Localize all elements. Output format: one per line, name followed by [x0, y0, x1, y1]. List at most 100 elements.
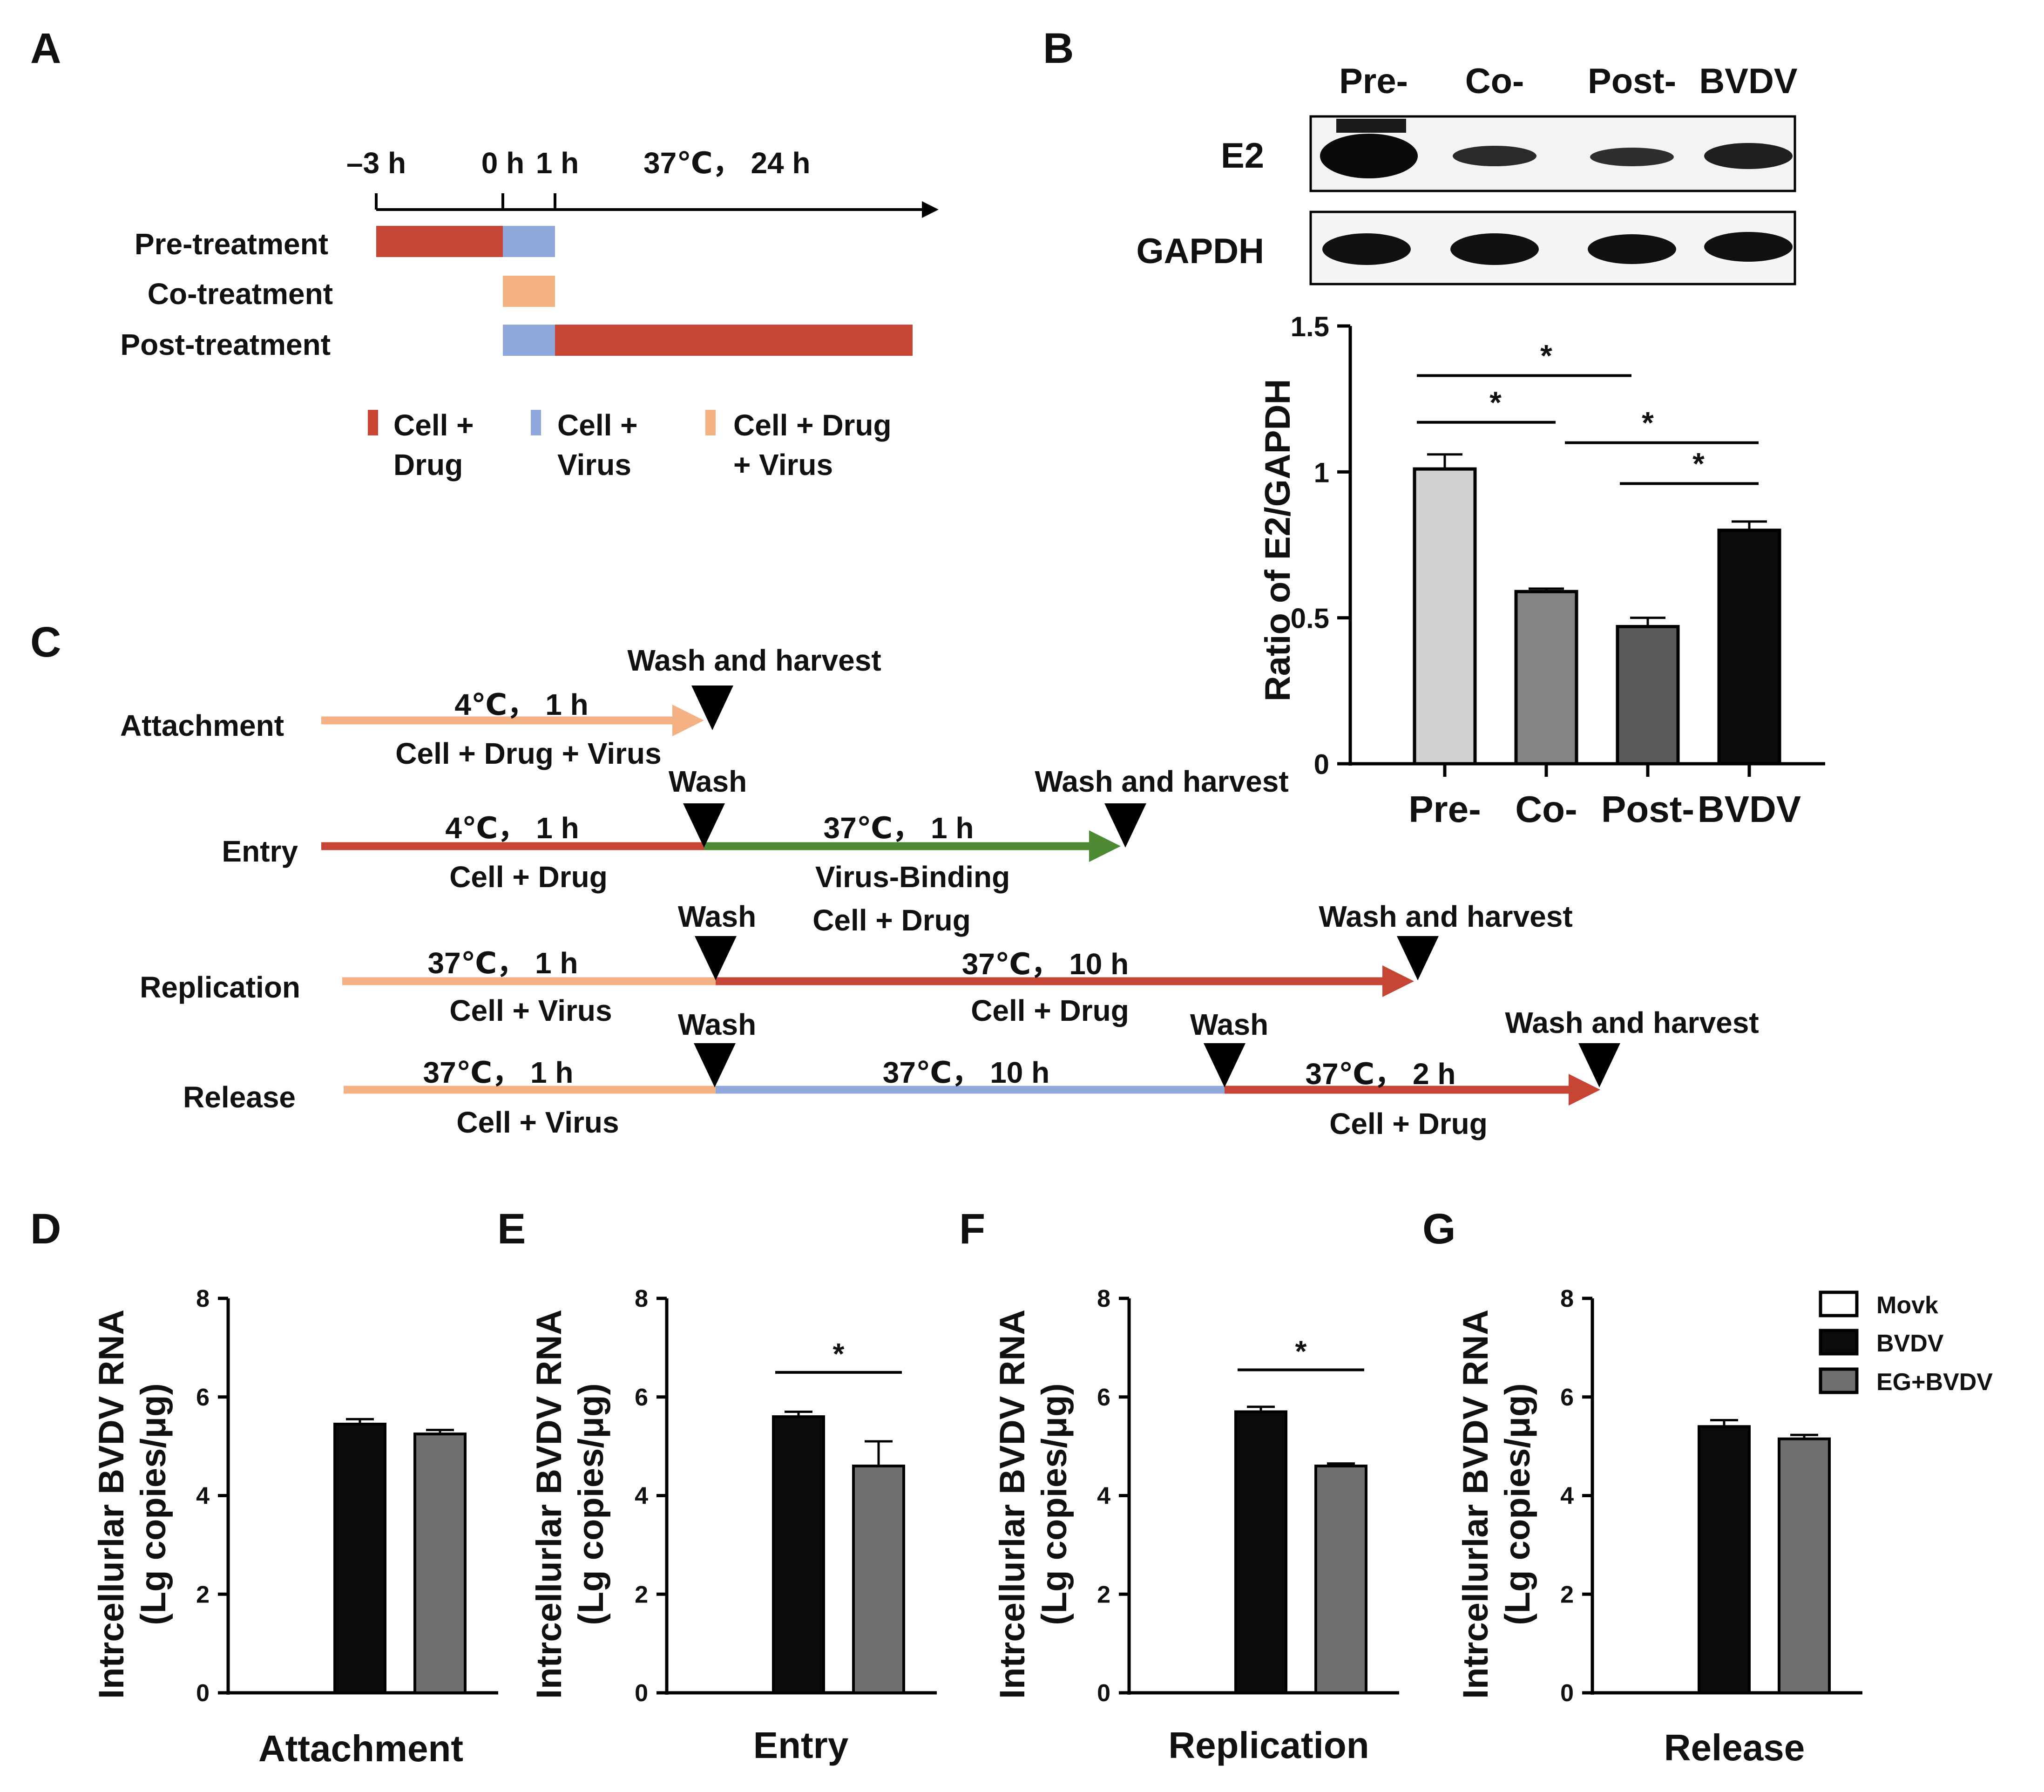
- time-label: 1 h: [536, 146, 579, 180]
- significance-star: *: [1692, 446, 1705, 481]
- y-tick-label: 0: [1314, 749, 1329, 780]
- blot-row-label: E2: [1221, 136, 1264, 176]
- y-tick-label: 2: [1560, 1581, 1574, 1608]
- panel-label-b: B: [1043, 25, 1074, 72]
- blot-band-smear: [1336, 119, 1406, 133]
- harvest-marker: [691, 686, 733, 730]
- panel-label-c: C: [30, 618, 61, 666]
- y-tick-label: 1.5: [1291, 311, 1329, 342]
- y-tick-label: 4: [1097, 1483, 1110, 1510]
- bar: [1616, 624, 1680, 766]
- blot-band: [1590, 148, 1674, 166]
- y-tick-label: 8: [196, 1285, 210, 1312]
- legend-label: Drug: [393, 448, 463, 482]
- segment-label: Cell + Drug: [1329, 1107, 1488, 1140]
- chart-ylabel: (Lg copies/μg): [571, 1383, 611, 1625]
- y-tick-label: 6: [1560, 1384, 1574, 1411]
- legend-swatch-blue: [531, 410, 541, 435]
- y-tick-label: 4: [196, 1483, 210, 1510]
- segment-label: Cell + Drug: [449, 860, 608, 894]
- segment-label: 4℃， 1 h: [445, 811, 579, 845]
- x-tick-label: Post-: [1601, 788, 1694, 830]
- y-tick-label: 6: [1097, 1384, 1110, 1411]
- legend-swatch-red: [368, 410, 378, 435]
- y-tick-label: 0.5: [1291, 603, 1329, 634]
- wash-marker: [683, 803, 725, 848]
- panel-label-d: D: [30, 1205, 61, 1253]
- legend-label: Virus: [557, 448, 631, 482]
- chart-ylabel: Intrcellurlar BVDV RNA: [993, 1310, 1032, 1699]
- marker-label: Wash and harvest: [1035, 765, 1288, 798]
- chart-g: Intrcellurlar BVDV RNA (Lg copies/μg) Re…: [1456, 1285, 1862, 1768]
- row-label: Post-treatment: [120, 328, 331, 361]
- y-tick-label: 8: [1560, 1285, 1574, 1312]
- legend-swatch-eg-bvdv: [1819, 1367, 1859, 1394]
- segment-label: 37℃， 10 h: [883, 1056, 1050, 1089]
- stage-label: Replication: [140, 971, 300, 1004]
- segment-label: 37℃， 2 h: [1306, 1057, 1456, 1091]
- chart-b: Ratio of E2/GAPDH 0 0.5 1 1.5 Pre- Co- Post- BV…: [1258, 311, 1825, 830]
- chart-b-ylabel: Ratio of E2/GAPDH: [1258, 379, 1298, 702]
- chart-ylabel: Intrcellurlar BVDV RNA: [529, 1310, 569, 1699]
- posttreatment-drug-bar: [555, 325, 913, 356]
- time-label: 37℃， 24 h: [643, 146, 811, 180]
- panel-label-a: A: [30, 25, 61, 72]
- chart-b-plot: 0 0.5 1 1.5 Pre- Co- Post- BVDV * * * *: [1291, 311, 1825, 830]
- legend-label: Movk: [1876, 1292, 1938, 1319]
- chart-ylabel: (Lg copies/μg): [134, 1383, 173, 1625]
- y-tick-label: 6: [196, 1384, 210, 1411]
- segment-label: 37℃， 1 h: [824, 811, 974, 845]
- bar: [852, 1464, 905, 1695]
- pretreatment-virus-bar: [503, 226, 555, 257]
- x-tick-label: Pre-: [1408, 788, 1481, 830]
- chart-e: Intrcellurlar BVDV RNA (Lg copies/μg) En…: [529, 1285, 937, 1766]
- chart-ylabel: (Lg copies/μg): [1498, 1383, 1537, 1625]
- bar: [1778, 1437, 1831, 1694]
- marker-label: Wash and harvest: [627, 644, 881, 677]
- panel-c: C Attachment 4℃， 1 h Cell + Drug + Virus…: [30, 618, 1759, 1140]
- y-tick-label: 4: [635, 1483, 648, 1510]
- segment-label: 37℃， 10 h: [962, 947, 1129, 981]
- panel-b-blot: B Pre- Co- Post- BVDV E2 GAPDH: [1043, 25, 1798, 285]
- y-tick-label: 1: [1314, 457, 1329, 488]
- bar: [413, 1432, 467, 1694]
- y-tick-label: 6: [635, 1384, 648, 1411]
- marker-label: Wash: [669, 765, 747, 798]
- legend-label: Cell +: [393, 408, 474, 442]
- y-tick-label: 2: [635, 1581, 648, 1608]
- segment-label: Cell + Virus: [456, 1106, 619, 1139]
- legend-dg: Movk BVDV EG+BVDV: [1819, 1290, 1993, 1396]
- y-tick-label: 0: [635, 1680, 648, 1707]
- blot-column-label: BVDV: [1699, 61, 1797, 101]
- bar: [772, 1415, 825, 1695]
- harvest-marker: [1104, 803, 1146, 848]
- significance-star: *: [1295, 1335, 1307, 1368]
- legend-swatch-movk: [1819, 1290, 1859, 1317]
- marker-label: Wash: [1190, 1008, 1268, 1041]
- bar: [1314, 1464, 1367, 1695]
- bar: [1514, 590, 1578, 766]
- chart-f: Intrcellurlar BVDV RNA (Lg copies/μg) Re…: [993, 1285, 1399, 1766]
- y-tick-label: 8: [1097, 1285, 1110, 1312]
- legend-swatch-orange: [705, 410, 716, 435]
- wash-marker: [1204, 1043, 1245, 1087]
- time-label: –3 h: [346, 146, 406, 180]
- segment-label: 37℃， 1 h: [423, 1056, 574, 1089]
- panel-label-e: E: [497, 1205, 526, 1253]
- bar: [333, 1422, 386, 1694]
- legend-label: EG+BVDV: [1876, 1369, 1993, 1396]
- y-tick-label: 2: [1097, 1581, 1110, 1608]
- chart-d: Intrcellurlar BVDV RNA (Lg copies/μg) At…: [92, 1285, 498, 1769]
- legend-label: Cell + Drug: [733, 408, 892, 442]
- chart-xlabel: Attachment: [258, 1728, 463, 1769]
- x-tick-label: Co-: [1515, 788, 1577, 830]
- segment-label: Virus-Binding: [815, 860, 1010, 894]
- stage-label: Entry: [222, 835, 298, 868]
- panel-a: A –3 h 0 h 1 h 37℃， 24 h Pre-treatment C…: [30, 25, 939, 482]
- chart-ylabel: Intrcellurlar BVDV RNA: [92, 1310, 131, 1699]
- panel-label-g: G: [1422, 1205, 1456, 1253]
- x-tick-label: BVDV: [1698, 788, 1801, 830]
- bar: [1413, 467, 1477, 766]
- legend-label: BVDV: [1876, 1330, 1944, 1357]
- segment-label: 37℃， 1 h: [428, 946, 578, 980]
